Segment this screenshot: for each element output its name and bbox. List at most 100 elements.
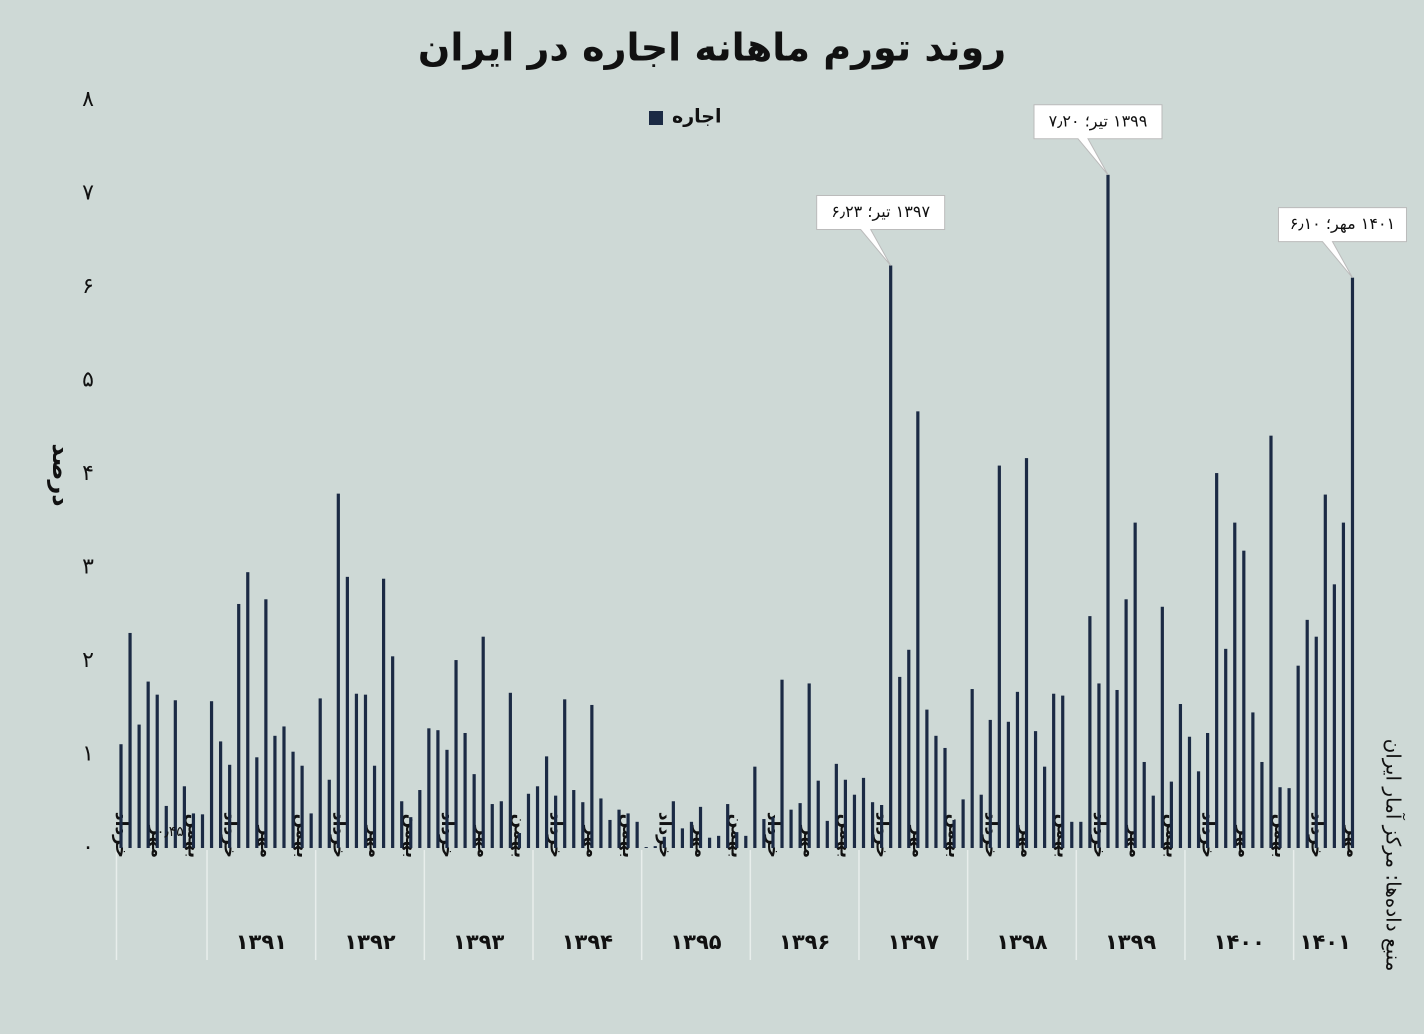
bar [662, 836, 666, 848]
year-label: ۱۴۰۱ [1300, 930, 1351, 954]
bar [300, 765, 304, 848]
bar [526, 793, 531, 848]
bar [228, 764, 232, 848]
bar [490, 804, 494, 848]
y-tick-label: ۲ [82, 648, 94, 673]
bar [1015, 691, 1020, 848]
bar [327, 779, 331, 848]
bar [1260, 761, 1264, 848]
bar [182, 786, 186, 848]
bar [1233, 522, 1237, 848]
bar [825, 820, 829, 848]
bar [544, 756, 549, 848]
bar [1341, 522, 1346, 848]
bar [707, 837, 712, 848]
bar [372, 765, 377, 848]
year-label: ۱۳۹۱ [236, 930, 287, 954]
bar [807, 683, 811, 848]
bar [816, 780, 820, 848]
value-label: ۱۳۹۹ تیر؛ ۷٫۲۰ [1049, 111, 1148, 131]
bar [1124, 599, 1128, 848]
bar [535, 786, 540, 848]
bar [273, 735, 277, 848]
bar [1061, 695, 1065, 848]
bar [363, 694, 368, 848]
bar [246, 572, 250, 848]
bar [988, 719, 992, 848]
bar [200, 814, 205, 848]
bar [735, 832, 739, 848]
bar [771, 817, 775, 848]
bar [1314, 636, 1318, 848]
bar [997, 465, 1001, 848]
bar [889, 265, 893, 848]
bar [870, 802, 875, 848]
y-tick-label: ۵ [82, 368, 94, 393]
bar [1079, 821, 1083, 848]
year-label: ۱۳۹۶ [779, 930, 830, 954]
bar [128, 632, 132, 848]
bar [1088, 616, 1092, 848]
bar [463, 732, 467, 848]
bar [499, 801, 503, 848]
year-label: ۱۳۹۷ [888, 930, 939, 954]
bar [789, 809, 793, 848]
bar [318, 698, 322, 848]
source-note: منبع داده‌ها: مرکز آمار ایران [1382, 739, 1407, 972]
x-tick-label: خرداد [654, 812, 674, 858]
bar [880, 804, 884, 848]
value-label: ۱۳۹۷ تیر؛ ۶٫۲۳ [831, 202, 930, 222]
bar [671, 801, 675, 848]
bar [481, 636, 485, 848]
callout-box [816, 194, 946, 266]
bar [146, 681, 150, 848]
bar [581, 802, 585, 848]
bar [336, 493, 340, 848]
bar [1287, 788, 1291, 848]
callout-box [1033, 104, 1163, 176]
bar [762, 819, 766, 848]
bar [264, 599, 268, 848]
y-tick-label: ۳ [82, 555, 94, 580]
bar [907, 649, 911, 848]
bar [427, 728, 431, 848]
bar [1006, 721, 1010, 848]
bar [191, 813, 196, 848]
bar [354, 693, 359, 848]
bar [1160, 606, 1164, 848]
bar [572, 790, 576, 848]
bar [916, 411, 920, 848]
bar [1215, 473, 1219, 848]
year-label: ۱۳۹۸ [996, 930, 1047, 954]
bar [563, 699, 567, 848]
legend-label: اجاره [672, 106, 722, 128]
year-label: ۱۳۹۹ [1105, 930, 1156, 954]
bar [1305, 619, 1309, 848]
bar [1350, 277, 1355, 848]
bar [1178, 704, 1183, 848]
bar [1242, 550, 1246, 848]
bar [1296, 665, 1300, 848]
bar [843, 779, 847, 848]
year-label: ۱۳۹۳ [453, 930, 504, 954]
bar [943, 747, 947, 848]
bar [653, 846, 657, 848]
bar [898, 676, 902, 848]
bar [1070, 821, 1074, 848]
bar [282, 726, 286, 848]
year-label: ۱۳۹۵ [670, 930, 721, 954]
bar [345, 576, 349, 848]
bar [626, 813, 630, 848]
bar [1106, 174, 1110, 849]
bar [1323, 494, 1327, 848]
bar [1187, 736, 1192, 848]
bar [852, 794, 857, 848]
bar [1142, 761, 1146, 848]
bar [861, 777, 866, 848]
bar [1332, 584, 1336, 848]
bar [744, 835, 748, 848]
bar [508, 692, 512, 848]
bar [391, 656, 395, 848]
y-axis-label: درصد [47, 443, 75, 506]
bar [1224, 648, 1228, 848]
